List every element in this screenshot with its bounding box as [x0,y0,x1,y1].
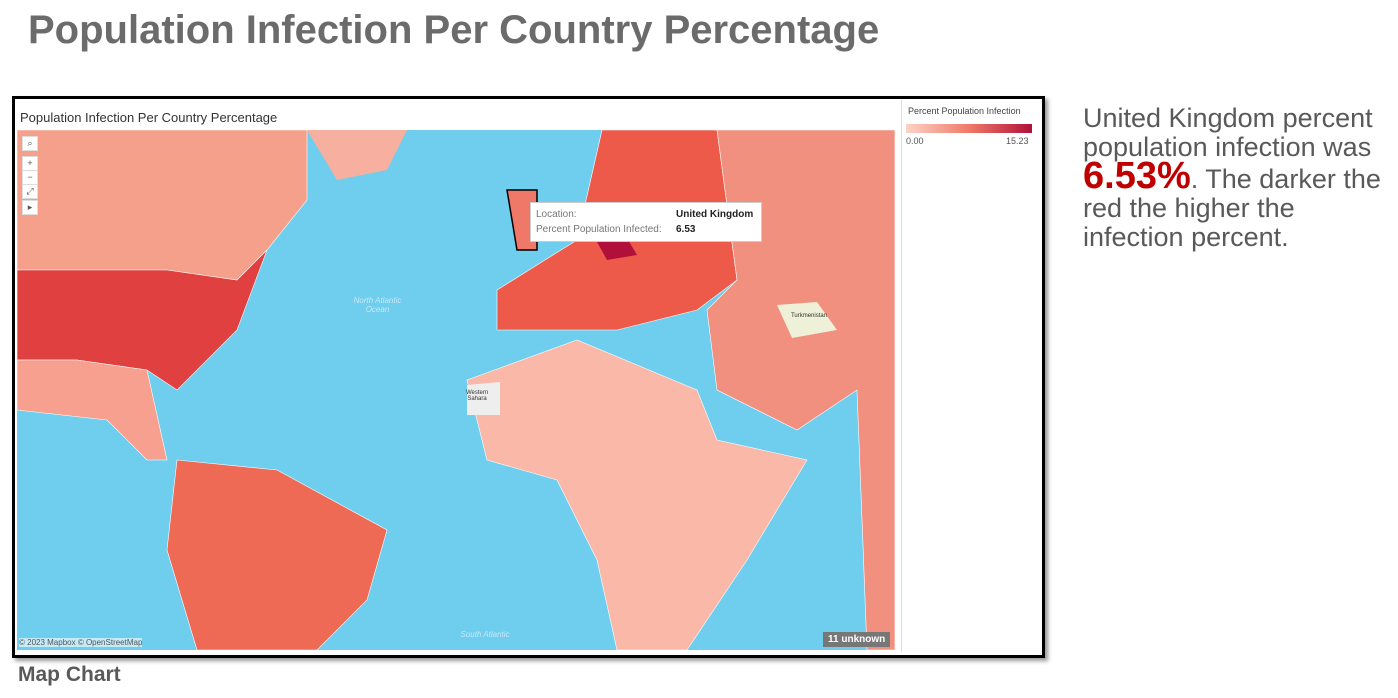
tooltip-label: Percent Population Infected: [536,224,662,235]
country [17,359,168,461]
country [597,238,637,260]
tooltip-label: Location: [536,209,577,220]
map-title: Population Infection Per Country Percent… [20,110,278,125]
menu[interactable]: ▸ [22,200,38,215]
attribution: © 2023 Mapbox © OpenStreetMap [19,638,143,647]
note-text: United Kingdom percent population infect… [1083,103,1373,162]
legend-gradient [906,124,1032,133]
note: United Kingdom percent population infect… [1083,104,1388,252]
ocean-label: South Atlantic [460,630,510,639]
zoom-out[interactable]: − [22,170,38,185]
reset[interactable]: ⤢ [22,184,38,199]
tooltip: Location: United Kingdom Percent Populat… [530,202,762,242]
zoom-in[interactable]: + [22,156,38,171]
country [166,459,388,650]
country [777,302,837,338]
country [706,130,895,650]
country [467,382,500,415]
caption: Map Chart [18,663,121,686]
legend-panel [901,100,1036,652]
search-button[interactable]: ⌕ [22,136,38,151]
map [17,130,895,650]
legend-min: 0.00 [906,136,924,146]
note-highlight: 6.53% [1083,155,1191,197]
ocean-label: North Atlantic Ocean [353,296,402,314]
legend-title: Percent Population Infection [908,106,1021,116]
note-text: . The darker the red the higher the infe… [1083,164,1381,252]
country [466,339,808,650]
country [307,130,407,180]
country-highlighted[interactable] [506,189,538,251]
country-label: Western Sahara [466,390,489,402]
tooltip-value: 6.53 [676,224,696,235]
legend-max: 15.23 [1006,136,1029,146]
country-label: Turkmenistan [790,313,828,319]
page-title: Population Infection Per Country Percent… [28,8,880,52]
unknown-badge[interactable]: 11 unknown [823,632,891,647]
tooltip-value: United Kingdom [676,209,754,220]
